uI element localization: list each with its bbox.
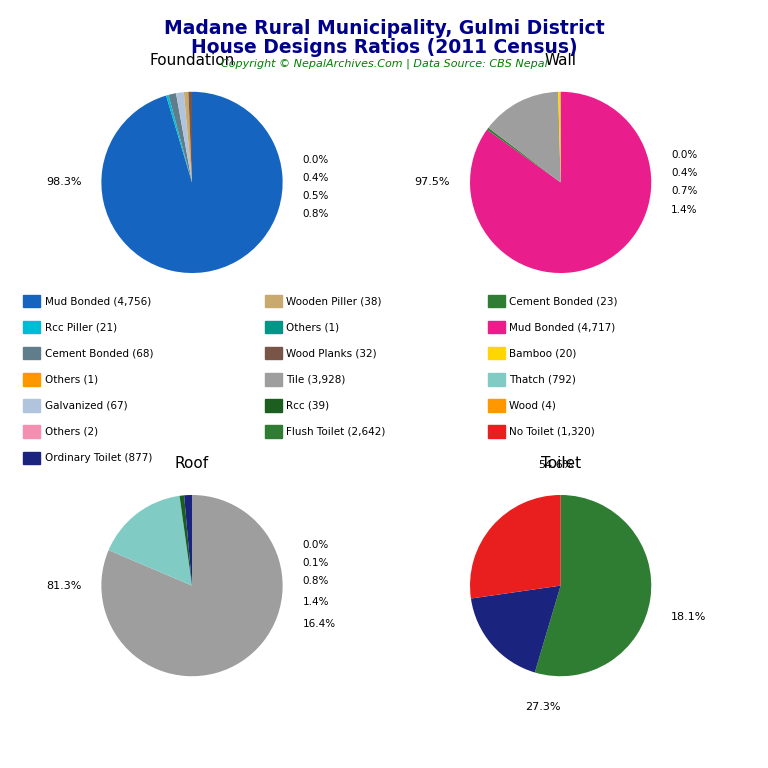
Wedge shape	[101, 92, 283, 273]
Text: 0.8%: 0.8%	[303, 576, 329, 586]
Wedge shape	[101, 495, 283, 677]
Title: Toilet: Toilet	[541, 456, 581, 471]
Wedge shape	[176, 93, 192, 183]
Wedge shape	[166, 95, 192, 183]
Text: Wood (4): Wood (4)	[509, 400, 556, 411]
Text: 97.5%: 97.5%	[415, 177, 450, 187]
Text: 0.4%: 0.4%	[671, 168, 697, 178]
Wedge shape	[184, 495, 192, 585]
Text: Ordinary Toilet (877): Ordinary Toilet (877)	[45, 452, 152, 463]
Text: Rcc (39): Rcc (39)	[286, 400, 329, 411]
Text: 0.8%: 0.8%	[303, 209, 329, 219]
Text: 0.0%: 0.0%	[671, 151, 697, 161]
Text: 98.3%: 98.3%	[46, 177, 81, 187]
Title: Foundation: Foundation	[149, 53, 235, 68]
Text: 0.5%: 0.5%	[303, 191, 329, 201]
Text: 1.4%: 1.4%	[671, 204, 697, 214]
Text: 81.3%: 81.3%	[46, 581, 81, 591]
Text: 0.4%: 0.4%	[303, 173, 329, 183]
Text: Others (1): Others (1)	[286, 322, 339, 333]
Text: 1.4%: 1.4%	[303, 597, 329, 607]
Text: Copyright © NepalArchives.Com | Data Source: CBS Nepal: Copyright © NepalArchives.Com | Data Sou…	[220, 58, 548, 69]
Wedge shape	[487, 127, 561, 183]
Text: Wood Planks (32): Wood Planks (32)	[286, 348, 377, 359]
Text: No Toilet (1,320): No Toilet (1,320)	[509, 426, 595, 437]
Text: Rcc Piller (21): Rcc Piller (21)	[45, 322, 117, 333]
Text: Others (1): Others (1)	[45, 374, 98, 385]
Text: 0.0%: 0.0%	[303, 540, 329, 550]
Text: 54.6%: 54.6%	[538, 459, 574, 469]
Text: House Designs Ratios (2011 Census): House Designs Ratios (2011 Census)	[190, 38, 578, 58]
Text: Madane Rural Municipality, Gulmi District: Madane Rural Municipality, Gulmi Distric…	[164, 19, 604, 38]
Wedge shape	[188, 92, 192, 183]
Title: Wall: Wall	[545, 53, 577, 68]
Wedge shape	[184, 92, 192, 183]
Wedge shape	[168, 93, 192, 183]
Text: Galvanized (67): Galvanized (67)	[45, 400, 127, 411]
Wedge shape	[188, 92, 192, 183]
Text: 18.1%: 18.1%	[671, 612, 707, 622]
Text: Cement Bonded (23): Cement Bonded (23)	[509, 296, 617, 306]
Text: Bamboo (20): Bamboo (20)	[509, 348, 577, 359]
Text: Thatch (792): Thatch (792)	[509, 374, 576, 385]
Wedge shape	[470, 495, 561, 598]
Text: 0.0%: 0.0%	[303, 154, 329, 165]
Text: Mud Bonded (4,756): Mud Bonded (4,756)	[45, 296, 151, 306]
Wedge shape	[176, 92, 192, 183]
Wedge shape	[470, 92, 651, 273]
Wedge shape	[180, 495, 192, 585]
Text: 0.7%: 0.7%	[671, 187, 697, 197]
Title: Roof: Roof	[175, 456, 209, 471]
Text: 16.4%: 16.4%	[303, 619, 336, 629]
Text: 0.1%: 0.1%	[303, 558, 329, 568]
Text: Tile (3,928): Tile (3,928)	[286, 374, 346, 385]
Wedge shape	[558, 92, 561, 183]
Wedge shape	[108, 496, 192, 585]
Wedge shape	[488, 92, 561, 183]
Text: Wooden Piller (38): Wooden Piller (38)	[286, 296, 382, 306]
Text: Others (2): Others (2)	[45, 426, 98, 437]
Wedge shape	[535, 495, 651, 676]
Wedge shape	[184, 92, 192, 183]
Wedge shape	[471, 585, 561, 673]
Text: Mud Bonded (4,717): Mud Bonded (4,717)	[509, 322, 615, 333]
Text: Flush Toilet (2,642): Flush Toilet (2,642)	[286, 426, 386, 437]
Text: 27.3%: 27.3%	[525, 702, 561, 712]
Text: Cement Bonded (68): Cement Bonded (68)	[45, 348, 153, 359]
